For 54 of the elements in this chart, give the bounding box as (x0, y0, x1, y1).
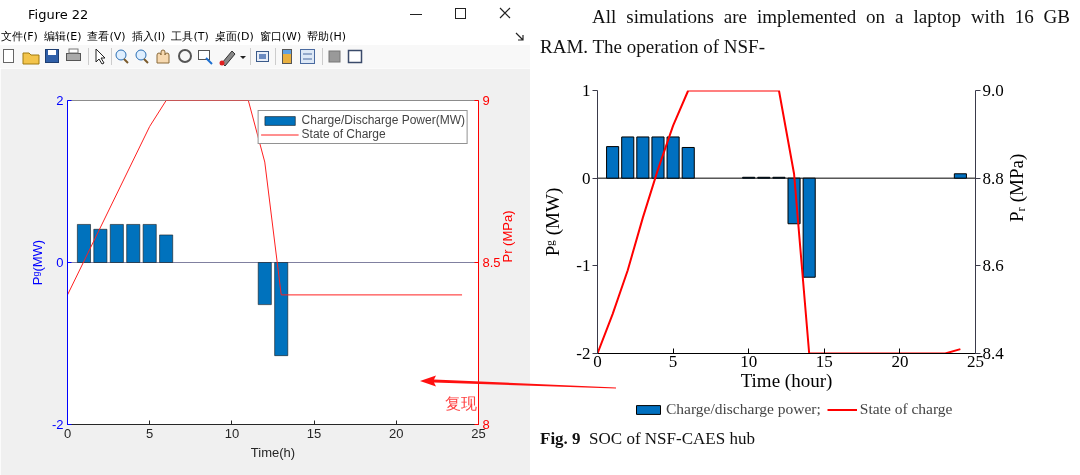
text: All simulations are implemented on a laptop with 16 GB RAM. The operation of NSF- (540, 5, 1070, 59)
bar (93, 228, 108, 263)
x-tick-label: 25 (967, 351, 984, 371)
text: 帮助(H) (307, 30, 347, 43)
bar (159, 234, 174, 263)
caption: Figure 22 (28, 6, 89, 24)
legend-label: State of Charge (301, 127, 386, 141)
y-axis-title: Pᵍ (MW) (542, 187, 565, 257)
x-tick-label: 15 (815, 351, 833, 371)
bar (274, 262, 289, 356)
line-series (67, 100, 463, 296)
x-tick-label: 10 (740, 351, 758, 371)
legend-label: Charge/Discharge Power(MW) (301, 113, 465, 127)
text: 文件(F) (1, 30, 38, 43)
y2-tick-label: 8 (482, 417, 490, 432)
y-tick-label: -2 (576, 344, 591, 363)
y-axis-title: Pᵍ(MW) (29, 239, 45, 286)
y-tick-label: 2 (56, 93, 64, 108)
x-tick-label: 20 (891, 351, 909, 371)
y2-tick-label: 8.4 (982, 344, 1005, 363)
y2-tick-label: 8.6 (982, 256, 1004, 276)
legend-label: Charge/discharge power; (666, 400, 821, 418)
text: 窗口(W) (259, 30, 302, 43)
x-axis-title: Time (hour) (740, 369, 833, 392)
y2-tick-label: 8.8 (982, 168, 1004, 188)
x-tick-label: 15 (306, 425, 322, 441)
y-tick-label: 0 (56, 255, 64, 270)
y-tick-label: -2 (51, 417, 64, 432)
bar (77, 224, 91, 263)
x-axis-title: Time(h) (250, 444, 296, 460)
caption: Fig. 9 SOC of NSF-CAES hub (540, 428, 755, 450)
y2-axis-title: Pr (MPa) (500, 210, 516, 263)
y-tick-label: 0 (582, 168, 591, 188)
y2-tick-label: 9 (482, 93, 490, 108)
x-tick-label: 10 (224, 425, 240, 441)
annotation: 复现 (444, 394, 477, 413)
y2-axis-title: Pᵣ (MPa) (1006, 153, 1029, 222)
y-tick-label: 1 (582, 81, 591, 100)
bar (126, 224, 141, 263)
x-tick-label: 20 (389, 425, 404, 441)
bar (109, 224, 124, 263)
y2-tick-label: 8.5 (482, 255, 501, 270)
y2-tick-label: 9.0 (982, 81, 1004, 100)
text: 插入(I) (131, 30, 166, 43)
text: 工具(T) (171, 30, 209, 43)
text: 查看(V) (87, 30, 126, 43)
text: 桌面(D) (214, 30, 254, 43)
bar (257, 262, 272, 305)
y-tick-label: -1 (576, 256, 591, 276)
x-tick-label: 5 (146, 425, 154, 441)
x-tick-label: 5 (668, 351, 678, 371)
text: 编辑(E) (43, 30, 82, 43)
bar (142, 224, 157, 263)
legend-label: State of charge (859, 400, 953, 418)
